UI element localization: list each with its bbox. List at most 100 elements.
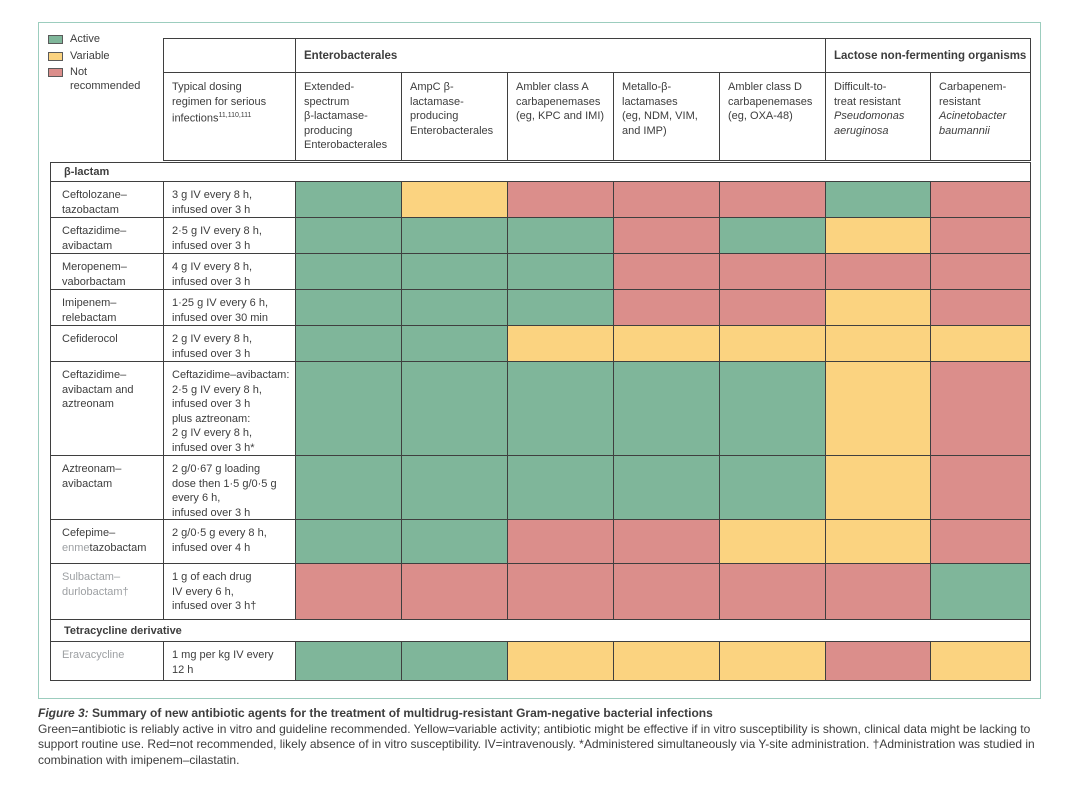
dose-text: infused over 4 h: [172, 541, 251, 554]
status-cell-not_recommended: [930, 181, 1031, 218]
column-header-text: producing: [410, 110, 459, 122]
column-header-text: treat resistant: [834, 95, 901, 108]
drug-name-text: durlobactam†: [62, 585, 129, 598]
column-header-text: Carbapenem-: [939, 81, 1007, 93]
status-cell-active: [507, 455, 614, 520]
dose-text: infused over 30 min: [172, 311, 268, 324]
section-label: Tetracycline derivative: [64, 624, 182, 637]
dose-text: 2 g IV every 8 h,: [172, 427, 253, 439]
status-cell-active: [401, 217, 508, 254]
status-cell-not_recommended: [719, 563, 826, 620]
dose-cell: Ceftazidime–avibactam: 2·5 g IV every 8 h…: [163, 361, 296, 456]
status-cell-active: [401, 641, 508, 681]
figure-frame: [38, 22, 1041, 699]
column-group-header: Lactose non-fermenting organisms: [825, 38, 1031, 73]
dose-cell: 2 g IV every 8 h, infused over 3 h: [163, 325, 296, 362]
status-cell-active: [507, 361, 614, 456]
drug-name-text: Eravacycline: [62, 649, 125, 661]
dose-text: infused over 3 h: [172, 398, 251, 410]
column-header-text: lactamase-: [410, 95, 464, 108]
dose-text: Ceftazidime–avibactam:: [172, 369, 290, 381]
column-header-text: Acinetobacter: [939, 110, 1007, 122]
column-header-text: AmpC β-: [410, 81, 454, 93]
dose-text: infused over 3 h*: [172, 441, 255, 454]
status-cell-active: [295, 519, 402, 564]
status-cell-active: [401, 289, 508, 326]
dose-text: 1·25 g IV every 6 h,: [172, 297, 268, 309]
status-cell-variable: [930, 641, 1031, 681]
dose-cell: 3 g IV every 8 h, infused over 3 h: [163, 181, 296, 218]
status-cell-active: [719, 217, 826, 254]
dose-cell: 2 g/0·67 g loading dose then 1·5 g/0·5 g e…: [163, 455, 296, 520]
dose-text: 2 g/0·5 g every 8 h,: [172, 527, 267, 539]
caption-title-text: Summary of new antibiotic agents for the…: [92, 706, 713, 720]
status-cell-active: [295, 289, 402, 326]
dose-text: 2 g/0·67 g loading: [172, 463, 261, 475]
column-header: Extended-spectrum β-lactamase-producing En…: [295, 72, 402, 161]
dose-cell: 1 g of each drug IV every 6 h, infused ove…: [163, 563, 296, 620]
status-cell-variable: [507, 641, 614, 681]
dose-text: plus aztreonam:: [172, 412, 251, 425]
status-cell-active: [613, 361, 720, 456]
dose-text: 3 g IV every 8 h,: [172, 189, 253, 201]
drug-name-text: Cefiderocol: [62, 333, 118, 345]
drug-name-text: aztreonam: [62, 398, 114, 410]
status-cell-variable: [613, 325, 720, 362]
drug-name-text: enme: [62, 541, 90, 554]
drug-name-cell: Ceftolozane– tazobactam: [50, 181, 164, 218]
status-cell-active: [507, 253, 614, 290]
status-cell-not_recommended: [930, 289, 1031, 326]
section-row: Tetracycline derivative: [50, 619, 1031, 642]
drug-name-cell: Ceftazidime– avibactam: [50, 217, 164, 254]
figure-caption: Figure 3: Summary of new antibiotic agen…: [38, 706, 1043, 768]
reference-superscript: 11,110,111: [218, 112, 252, 119]
column-header-text: spectrum: [304, 95, 350, 108]
status-cell-variable: [825, 217, 931, 254]
column-header: Carbapenem-resistant Acinetobacter baumann…: [930, 72, 1031, 161]
status-cell-active: [507, 289, 614, 326]
drug-name-cell: Aztreonam– avibactam: [50, 455, 164, 520]
dose-text: infused over 3 h: [172, 275, 251, 288]
drug-name-text: Meropenem–: [62, 261, 127, 273]
status-cell-not_recommended: [930, 217, 1031, 254]
drug-name-text: avibactam: [62, 477, 113, 490]
drug-name-text: Imipenem–: [62, 297, 117, 309]
status-cell-variable: [719, 519, 826, 564]
status-cell-active: [295, 217, 402, 254]
column-header-text: Enterobacterales: [410, 124, 494, 137]
drug-name-cell: Eravacycline: [50, 641, 164, 681]
status-cell-not_recommended: [930, 455, 1031, 520]
dose-text: infused over 3 h: [172, 239, 251, 252]
column-header-text: aeruginosa: [834, 124, 889, 137]
drug-name-cell: Imipenem– relebactam: [50, 289, 164, 326]
dose-text: 2·5 g IV every 8 h,: [172, 225, 262, 237]
dose-text: 1 mg per kg IV every: [172, 649, 274, 661]
status-cell-active: [295, 361, 402, 456]
status-cell-not_recommended: [613, 181, 720, 218]
drug-name-text: Sulbactam–: [62, 571, 121, 583]
dose-text: 2·5 g IV every 8 h,: [172, 383, 262, 396]
dose-cell: 2·5 g IV every 8 h, infused over 3 h: [163, 217, 296, 254]
dose-text: infused over 3 h: [172, 203, 251, 216]
header-blank-cell: [163, 38, 296, 73]
status-cell-active: [401, 455, 508, 520]
column-header-text: Enterobacterales: [304, 139, 388, 151]
status-cell-variable: [825, 289, 931, 326]
status-cell-variable: [825, 361, 931, 456]
status-cell-not_recommended: [401, 563, 508, 620]
column-header-text: resistant: [939, 95, 981, 108]
status-cell-active: [930, 563, 1031, 620]
status-cell-not_recommended: [613, 289, 720, 326]
column-header: Ambler class D carbapenemases (eg, OXA-48): [719, 72, 826, 161]
status-cell-not_recommended: [930, 519, 1031, 564]
legend-label: Active: [70, 33, 100, 45]
drug-name-text: avibactam: [62, 239, 113, 252]
drug-name-cell: Sulbactam– durlobactam†: [50, 563, 164, 620]
status-cell-active: [825, 181, 931, 218]
column-header-text: Ambler class A: [516, 81, 589, 93]
column-header-text: (eg, OXA-48): [728, 110, 793, 122]
legend: Active Variable Not recommended: [48, 33, 152, 96]
status-cell-active: [401, 253, 508, 290]
status-cell-not_recommended: [825, 563, 931, 620]
